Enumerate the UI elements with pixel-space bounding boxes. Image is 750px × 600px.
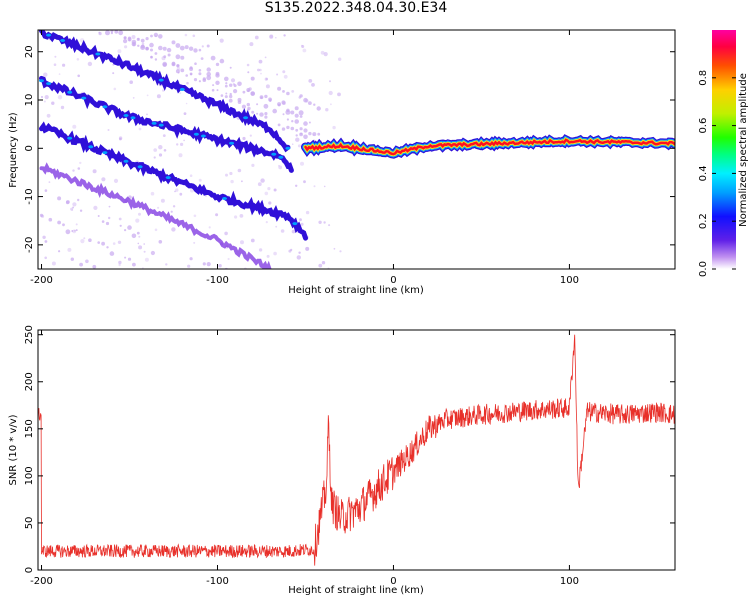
colorbar-tick-label: 0.4 xyxy=(698,165,709,181)
snr-ytick-label: 0 xyxy=(24,567,35,573)
colorbar: 0.0 0.2 0.4 0.6 0.8 Normalized spectral ampl… xyxy=(698,30,749,277)
snr-frame xyxy=(37,329,676,571)
snr-xtick-label: 100 xyxy=(560,576,579,587)
snr-panel: -200 -100 0 100 0 50 100 150 200 250 Height of st… xyxy=(8,325,676,596)
spectrogram-xtick-label: -200 xyxy=(30,275,53,286)
colorbar-gradient xyxy=(712,30,736,269)
faint-streak xyxy=(39,213,149,269)
spectrogram-ylabel: Frequency (Hz) xyxy=(8,112,19,188)
snr-ytick-label: 150 xyxy=(24,419,35,438)
spectrogram-xlabel: Height of straight line (km) xyxy=(288,285,424,296)
spectral-track xyxy=(39,121,308,241)
figure-title: S135.2022.348.04.30.E34 xyxy=(264,0,448,16)
snr-xtick-label: 0 xyxy=(390,576,396,587)
colorbar-label: Normalized spectral amplitude xyxy=(738,73,749,227)
snr-ytick-label: 50 xyxy=(24,517,35,530)
faint-streak xyxy=(141,30,321,111)
spectrogram-frame xyxy=(37,29,676,270)
spectrogram-ytick-label: 10 xyxy=(24,94,35,107)
snr-series-line xyxy=(38,334,675,566)
spectral-track xyxy=(39,162,272,269)
colorbar-tick-label: 0.8 xyxy=(698,70,709,86)
colorbar-tick-label: 0.2 xyxy=(698,213,709,229)
spectrogram-ytick-label: 0 xyxy=(24,145,35,151)
spectrogram-xtick-label: 0 xyxy=(390,275,396,286)
spectrogram-xtick-label: -100 xyxy=(206,275,229,286)
colorbar-tick-label: 0.0 xyxy=(698,261,709,277)
faint-streak xyxy=(105,30,321,151)
snr-xlabel: Height of straight line (km) xyxy=(288,585,424,596)
spectrogram-ytick-label: 20 xyxy=(24,45,35,58)
spectrogram-xtick-label: 100 xyxy=(560,275,579,286)
snr-xtick-label: -200 xyxy=(30,576,53,587)
faint-streak xyxy=(44,189,228,269)
spectrogram-ytick-label: -10 xyxy=(24,188,35,204)
snr-xtick-label: -100 xyxy=(206,576,229,587)
faint-streak xyxy=(44,240,97,269)
spectral-track xyxy=(39,30,291,153)
spectrogram-ytick-label: -20 xyxy=(24,237,35,253)
colorbar-tick-label: 0.6 xyxy=(698,118,709,134)
snr-ytick-label: 100 xyxy=(24,466,35,485)
snr-ytick-label: 200 xyxy=(24,372,35,391)
snr-ytick-label: 250 xyxy=(24,325,35,344)
spectral-track xyxy=(301,134,675,159)
spectral-track xyxy=(39,75,294,173)
snr-ylabel: SNR (10 * v/v) xyxy=(8,414,19,485)
